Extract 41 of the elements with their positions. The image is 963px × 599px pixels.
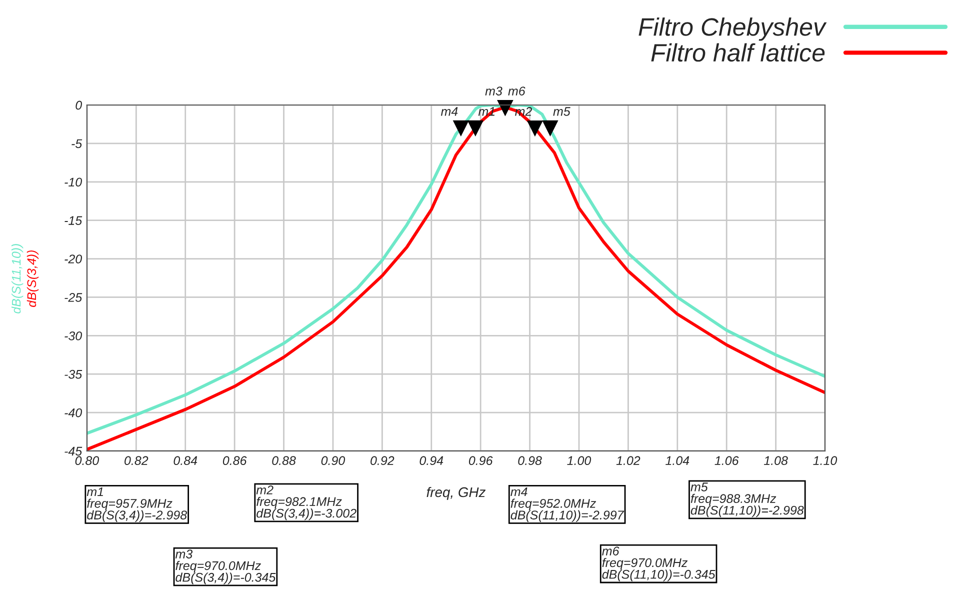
x-tick-label: 0.80 (75, 456, 100, 466)
annotation: m4 (440, 107, 458, 116)
legend-label: Filtro half lattice (651, 43, 825, 62)
x-tick-label: 0.94 (420, 456, 444, 466)
x-tick-label: 0.96 (468, 456, 493, 466)
y-tick-label: -25 (64, 293, 82, 302)
text: m1 freq=957.9MHz dB(S(3,4))=-2.998 (86, 487, 187, 522)
y-tick-label: -10 (64, 178, 82, 187)
y-tick-label: 0 (76, 100, 82, 110)
x-tick-label: 1.02 (616, 456, 640, 466)
x-tick-label: 1.04 (666, 456, 690, 466)
x-tick-label: 1.06 (714, 456, 739, 466)
y-tick-label: -45 (64, 446, 82, 456)
x-tick-label: 0.98 (518, 456, 542, 466)
x-tick-label: 0.86 (222, 456, 247, 466)
y-tick-label: -15 (64, 216, 82, 225)
text: m2 freq=982.1MHz dB(S(3,4))=-3.002 (256, 486, 356, 520)
y-tick-label: -20 (64, 254, 82, 264)
text: m3 freq=970.0MHz dB(S(3,4))=-0.345 (175, 550, 276, 584)
x-tick-label: 1.00 (567, 456, 592, 466)
y-axis-title: dB(S(3,4)) (26, 250, 39, 307)
y-tick-label: -40 (64, 408, 82, 418)
x-tick-label: 1.08 (764, 456, 788, 466)
x-tick-label: 0.90 (321, 456, 346, 466)
annotation: m3 (485, 86, 502, 96)
x-tick-label: 0.82 (124, 456, 148, 466)
text: m6 freq=970.0MHz dB(S(11,10))=-0.345 (602, 546, 716, 582)
legend-label: Filtro Chebyshev (638, 18, 827, 41)
y-tick-label: -30 (64, 331, 82, 340)
annotation: m5 (553, 107, 570, 116)
x-axis-title: freq, GHz (426, 486, 486, 500)
annotation: m6 (508, 86, 526, 96)
x-tick-label: 0.88 (272, 456, 296, 466)
text: m5 freq=988.3MHz dB(S(11,10))=-2.998 (690, 482, 804, 518)
x-tick-label: 1.10 (813, 456, 838, 466)
x-tick-label: 0.92 (370, 456, 394, 466)
x-tick-label: 0.84 (174, 456, 198, 466)
y2-axis-title: dB(S(11,10)) (12, 244, 24, 314)
y-tick-label: -35 (64, 370, 82, 379)
text: m4 freq=952.0MHz dB(S(11,10))=-2.997 (510, 487, 624, 522)
y-tick-label: -5 (72, 139, 82, 148)
